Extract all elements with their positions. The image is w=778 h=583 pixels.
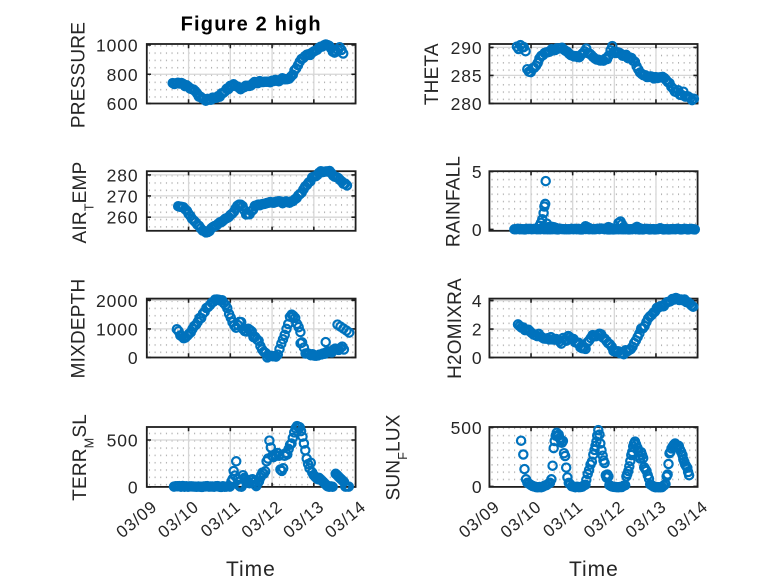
svg-text:260: 260 (107, 208, 139, 228)
svg-text:4: 4 (472, 291, 483, 311)
svg-text:600: 600 (107, 94, 139, 114)
svg-text:RAINFALL: RAINFALL (444, 156, 465, 247)
svg-text:Time: Time (569, 558, 619, 581)
svg-text:290: 290 (451, 38, 483, 58)
svg-text:MIXDEPTH: MIXDEPTH (69, 279, 90, 379)
svg-text:H2OMIXRA: H2OMIXRA (445, 278, 466, 379)
svg-text:AIRT​EMP: AIRT​EMP (70, 162, 97, 244)
svg-text:5: 5 (472, 162, 483, 182)
svg-text:0: 0 (472, 220, 483, 240)
svg-text:2000: 2000 (96, 291, 139, 311)
svg-text:0: 0 (472, 348, 483, 368)
svg-text:TERRM​SL: TERRM​SL (70, 414, 97, 501)
svg-text:PRESSURE: PRESSURE (69, 22, 90, 128)
svg-text:0: 0 (472, 477, 483, 497)
svg-text:0: 0 (128, 348, 139, 368)
svg-text:285: 285 (451, 66, 483, 86)
svg-text:0: 0 (128, 477, 139, 497)
svg-text:Figure 2 high: Figure 2 high (181, 14, 322, 36)
svg-text:800: 800 (107, 65, 139, 85)
svg-text:270: 270 (107, 186, 139, 206)
svg-text:THETA: THETA (422, 43, 443, 105)
svg-text:280: 280 (451, 94, 483, 114)
svg-text:SUNF​LUX: SUNF​LUX (384, 414, 411, 500)
svg-text:2: 2 (472, 320, 483, 340)
svg-text:500: 500 (451, 418, 483, 438)
svg-text:1000: 1000 (96, 319, 139, 339)
svg-text:280: 280 (107, 165, 139, 185)
svg-text:1000: 1000 (96, 36, 139, 56)
svg-text:500: 500 (107, 431, 139, 451)
svg-text:Time: Time (226, 558, 276, 581)
